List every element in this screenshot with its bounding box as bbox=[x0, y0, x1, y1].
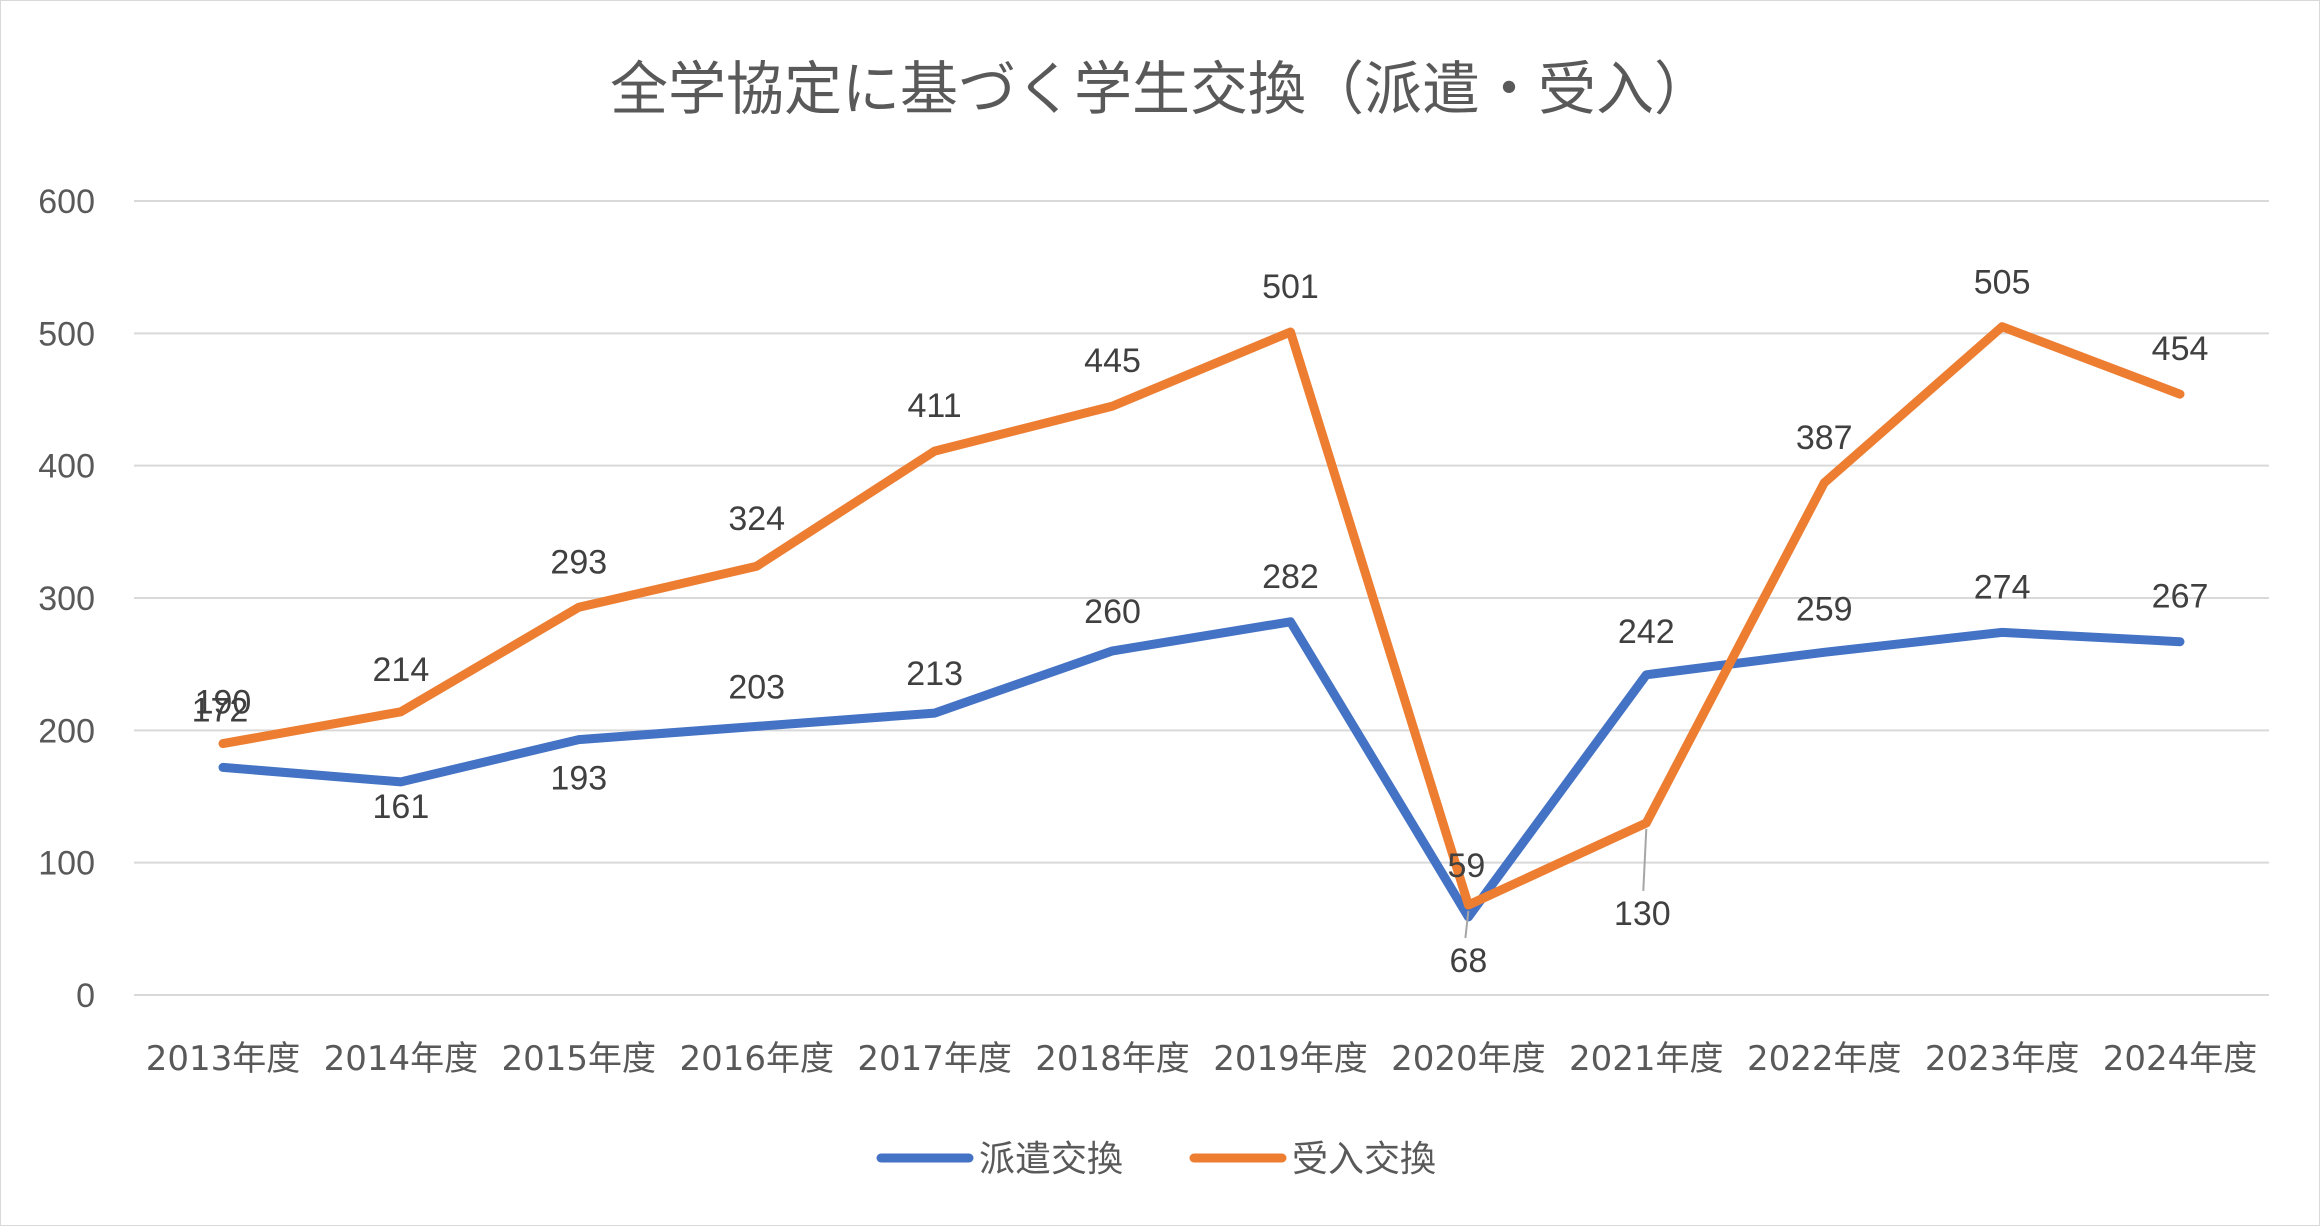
x-category-label: 2014年度 bbox=[324, 1039, 479, 1079]
data-label-haken: 59 bbox=[1447, 847, 1485, 885]
data-label-haken: 193 bbox=[550, 760, 607, 798]
y-tick-label: 500 bbox=[38, 315, 95, 353]
data-label-ukeire: 324 bbox=[728, 500, 785, 538]
data-label-ukeire: 214 bbox=[373, 651, 430, 689]
series-line-ukeire bbox=[218, 322, 2185, 910]
data-label-haken: 242 bbox=[1618, 613, 1675, 651]
data-label-ukeire: 411 bbox=[908, 387, 962, 425]
data-label-ukeire: 445 bbox=[1084, 342, 1141, 380]
data-label-haken: 161 bbox=[373, 788, 430, 826]
leader-line bbox=[1642, 828, 1648, 892]
x-category-label: 2020年度 bbox=[1391, 1039, 1546, 1079]
leader-line bbox=[1464, 910, 1470, 939]
legend-label-haken: 派遣交換 bbox=[979, 1139, 1123, 1180]
data-label-ukeire: 190 bbox=[195, 684, 252, 722]
legend: 派遣交換 受入交換 bbox=[876, 1139, 1436, 1180]
data-label-haken: 172 bbox=[192, 691, 249, 729]
y-axis-ticks: 0 100 200 300 400 500 600 bbox=[38, 183, 95, 1015]
x-category-label: 2017年度 bbox=[857, 1039, 1012, 1079]
x-category-label: 2013年度 bbox=[146, 1039, 301, 1079]
data-label-ukeire: 505 bbox=[1974, 264, 2031, 302]
data-label-haken: 260 bbox=[1084, 593, 1141, 631]
data-label-haken: 259 bbox=[1796, 590, 1853, 628]
x-category-label: 2015年度 bbox=[502, 1039, 657, 1079]
data-label-haken: 282 bbox=[1262, 558, 1319, 596]
data-label-haken: 203 bbox=[728, 668, 785, 706]
x-category-label: 2019年度 bbox=[1213, 1039, 1368, 1079]
y-tick-label: 200 bbox=[38, 712, 95, 750]
data-label-haken: 274 bbox=[1974, 568, 2031, 606]
data-label-haken: 213 bbox=[906, 655, 963, 693]
y-tick-label: 600 bbox=[38, 183, 95, 221]
series-line-haken bbox=[218, 617, 2185, 922]
data-label-ukeire: 293 bbox=[550, 543, 607, 581]
data-label-ukeire: 387 bbox=[1796, 419, 1853, 457]
chart-title: 全学協定に基づく学生交換（派遣・受入） bbox=[610, 55, 1712, 123]
x-category-label: 2024年度 bbox=[2103, 1039, 2258, 1079]
label-leader-lines bbox=[1464, 828, 1648, 939]
x-category-label: 2021年度 bbox=[1569, 1039, 1724, 1079]
y-tick-label: 400 bbox=[38, 448, 95, 486]
data-label-ukeire: 130 bbox=[1614, 895, 1671, 933]
x-axis-categories: 2013年度 2014年度 2015年度 2016年度 2017年度 2018年度 2019… bbox=[146, 1039, 2258, 1079]
data-label-ukeire: 68 bbox=[1449, 942, 1487, 980]
legend-label-ukeire: 受入交換 bbox=[1292, 1139, 1436, 1180]
x-category-label: 2022年度 bbox=[1747, 1039, 1902, 1079]
x-category-label: 2018年度 bbox=[1035, 1039, 1190, 1079]
data-label-haken: 267 bbox=[2152, 578, 2209, 616]
data-label-ukeire: 501 bbox=[1262, 268, 1319, 306]
x-category-label: 2016年度 bbox=[679, 1039, 834, 1079]
data-labels: 172 161 193 203 213 260 282 59 242 259 274 267 190 21… bbox=[192, 264, 2209, 980]
x-category-label: 2023年度 bbox=[1925, 1039, 2080, 1079]
y-tick-label: 300 bbox=[38, 580, 95, 618]
y-tick-label: 100 bbox=[38, 845, 95, 883]
data-label-ukeire: 454 bbox=[2152, 330, 2209, 368]
series-lines bbox=[218, 322, 2185, 922]
gridlines bbox=[134, 200, 2269, 996]
y-tick-label: 0 bbox=[76, 977, 95, 1015]
